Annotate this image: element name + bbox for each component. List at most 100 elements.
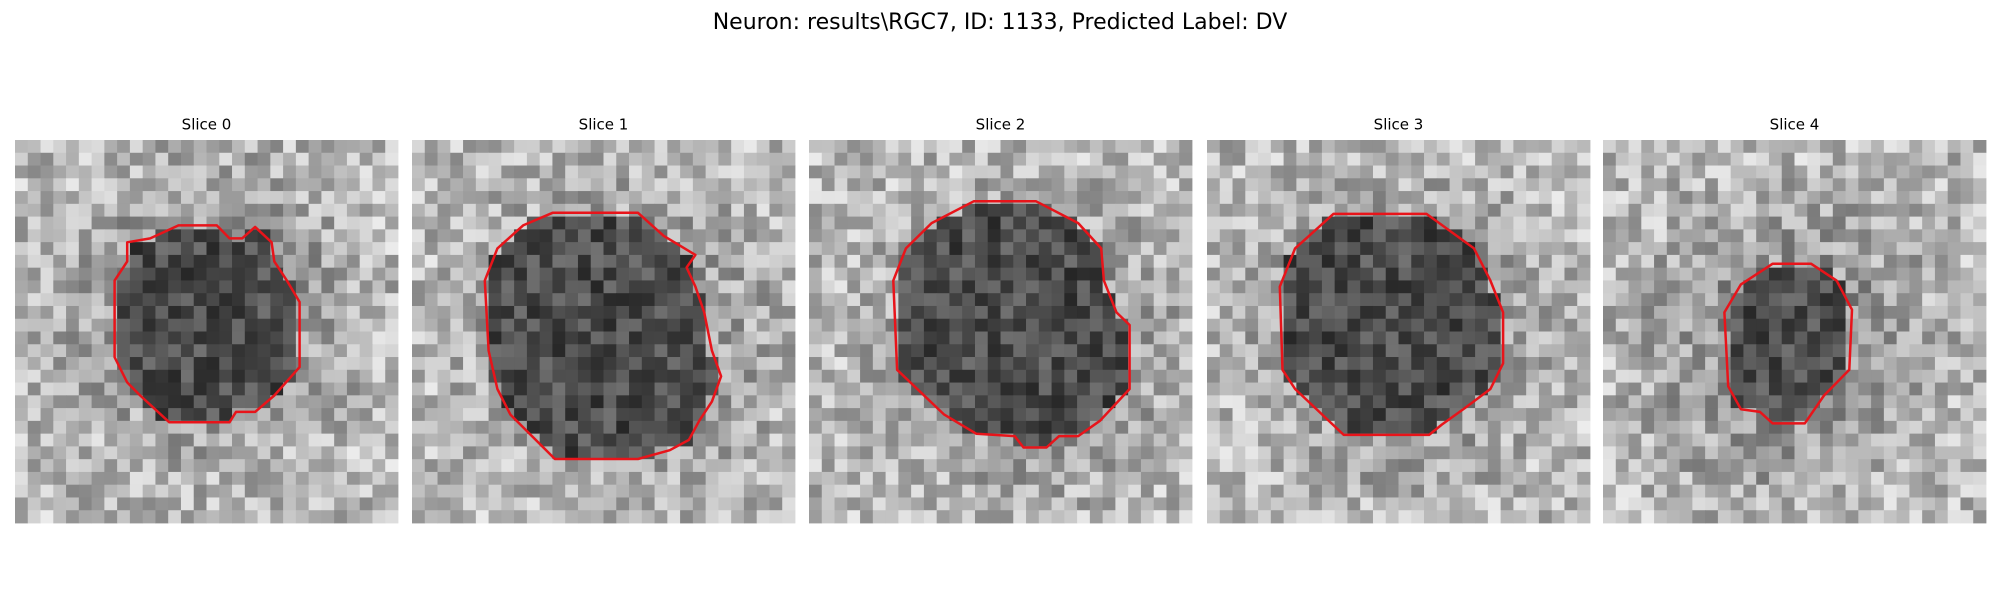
pixel	[860, 140, 874, 154]
pixel	[142, 433, 156, 447]
pixel	[514, 280, 528, 294]
pixel	[962, 459, 976, 473]
pixel	[1896, 178, 1910, 192]
pixel	[1641, 293, 1655, 307]
pixel	[577, 293, 592, 307]
pixel	[552, 140, 566, 154]
pixel	[680, 191, 694, 205]
pixel	[1026, 344, 1040, 358]
pixel	[1140, 344, 1155, 358]
pixel	[1321, 293, 1336, 307]
pixel	[898, 344, 912, 358]
pixel	[1296, 293, 1310, 307]
pixel	[514, 165, 528, 179]
pixel	[1513, 471, 1527, 486]
pixel	[1845, 178, 1859, 192]
pixel	[1513, 216, 1527, 230]
pixel	[1115, 229, 1129, 243]
pixel	[514, 267, 528, 281]
pixel	[129, 446, 144, 460]
pixel	[1026, 471, 1040, 486]
pixel	[308, 152, 322, 166]
pixel	[1258, 433, 1272, 447]
pixel	[385, 229, 399, 243]
pixel	[1360, 293, 1374, 307]
pixel	[1768, 216, 1783, 230]
slice-title: Slice 0	[182, 116, 232, 134]
pixel	[1153, 484, 1167, 498]
pixel	[1128, 446, 1142, 460]
pixel	[372, 484, 386, 498]
pixel	[1013, 165, 1027, 179]
pixel	[1372, 471, 1387, 486]
pixel	[1424, 382, 1438, 396]
pixel	[1013, 331, 1027, 345]
pixel	[1411, 293, 1425, 307]
pixel	[1424, 510, 1438, 524]
pixel	[1896, 408, 1910, 422]
pixel	[1615, 459, 1629, 473]
pixel	[911, 203, 925, 217]
pixel	[1013, 344, 1027, 358]
pixel	[1641, 497, 1655, 511]
pixel	[1858, 395, 1872, 409]
pixel	[577, 203, 592, 217]
pixel	[66, 484, 80, 498]
pixel	[424, 229, 438, 243]
pixel	[1526, 203, 1540, 217]
pixel	[372, 203, 386, 217]
pixel	[1064, 242, 1078, 256]
pixel	[718, 420, 732, 435]
pixel	[283, 191, 297, 205]
pixel	[1960, 242, 1974, 256]
pixel	[1372, 369, 1387, 383]
pixel	[526, 242, 541, 256]
pixel	[1832, 203, 1846, 217]
pixel	[53, 280, 67, 294]
pixel	[769, 344, 783, 358]
pixel	[1603, 254, 1617, 269]
pixel	[283, 229, 297, 243]
pixel	[463, 497, 477, 511]
pixel	[1756, 446, 1770, 460]
pixel	[78, 305, 92, 320]
pixel	[129, 305, 144, 320]
pixel	[1219, 293, 1233, 307]
pixel	[616, 433, 630, 447]
pixel	[155, 216, 169, 230]
pixel	[923, 280, 938, 294]
pixel	[117, 140, 131, 154]
pixel	[104, 178, 118, 192]
pixel	[321, 140, 335, 154]
pixel	[1128, 408, 1142, 422]
pixel	[1666, 344, 1680, 358]
pixel	[1360, 165, 1374, 179]
pixel	[1449, 165, 1463, 179]
pixel	[987, 484, 1001, 498]
pixel	[654, 369, 668, 383]
pixel	[437, 420, 451, 435]
pixel	[1934, 305, 1949, 320]
pixel	[424, 267, 438, 281]
pixel	[1219, 344, 1233, 358]
pixel	[1462, 408, 1476, 422]
pixel	[1077, 497, 1091, 511]
pixel	[1102, 497, 1116, 511]
pixel	[91, 178, 105, 192]
pixel	[1526, 229, 1540, 243]
pixel	[577, 510, 592, 524]
pixel	[1166, 471, 1180, 486]
pixel	[1781, 369, 1795, 383]
pixel	[1615, 305, 1629, 320]
pixel	[769, 140, 783, 154]
pixel	[974, 267, 989, 281]
pixel	[129, 140, 144, 154]
pixel	[641, 165, 655, 179]
pixel	[705, 254, 719, 269]
pixel	[334, 369, 348, 383]
pixel	[1064, 140, 1078, 154]
pixel	[1258, 497, 1272, 511]
pixel	[334, 446, 348, 460]
pixel	[1334, 459, 1348, 473]
pixel	[1705, 471, 1719, 486]
